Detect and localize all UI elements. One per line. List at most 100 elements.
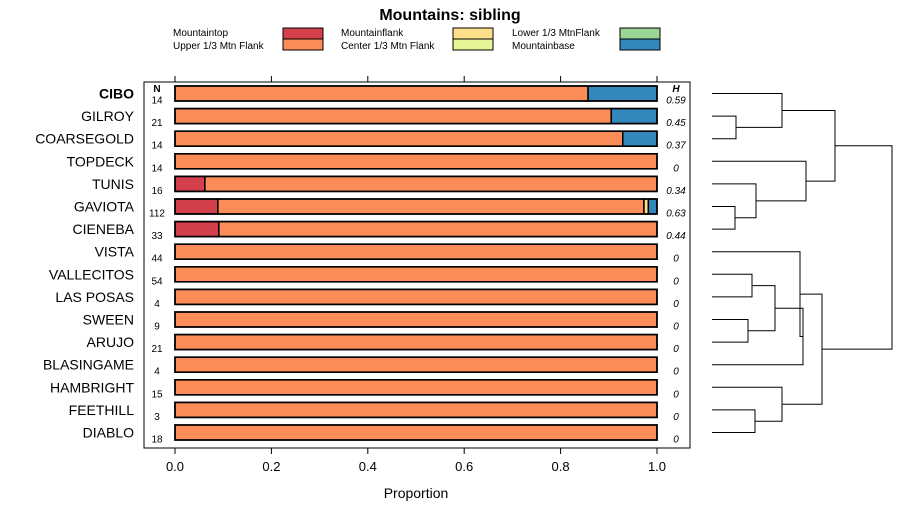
n-value-vallecitos: 54: [151, 276, 163, 287]
legend-label-upper-1-3-mtn-flank: Upper 1/3 Mtn Flank: [173, 41, 265, 52]
h-value-vista: 0: [673, 254, 679, 265]
bar-outline-blasingame: [174, 356, 658, 374]
bar-outline-coarsegold: [174, 130, 658, 147]
row-label-arujo: ARUJO: [87, 334, 135, 350]
n-value-feethill: 3: [154, 412, 160, 423]
h-value-gaviota: 0.63: [666, 209, 686, 220]
row-label-gilroy: GILROY: [81, 108, 135, 124]
bar-outline-las-posas: [174, 288, 658, 306]
row-label-cibo: CIBO: [99, 86, 134, 102]
h-value-sween: 0: [673, 322, 679, 333]
h-value-blasingame: 0: [673, 367, 679, 378]
row-label-gaviota: GAVIOTA: [74, 199, 135, 215]
n-value-diablo: 18: [151, 435, 163, 446]
row-label-las-posas: LAS POSAS: [55, 289, 134, 305]
x-tick-label-5: 1.0: [648, 459, 666, 474]
dendrogram-link-cibo-gc: [712, 93, 783, 128]
bar-outline-cieneba: [174, 220, 658, 238]
n-value-coarsegold: 14: [151, 141, 163, 152]
bar-gaviota-mountaintop: [174, 198, 219, 215]
n-value-blasingame: 4: [154, 367, 160, 378]
legend-label-mountainflank: Mountainflank: [341, 28, 404, 39]
h-value-gilroy: 0.45: [666, 118, 686, 129]
dendrogram-link-vista-vb: [712, 251, 803, 337]
h-value-diablo: 0: [673, 435, 679, 446]
bar-las-posas-upper-1-3-mtn-flank: [174, 288, 658, 306]
dendrogram-link-root: [822, 145, 893, 350]
bar-outline-vista: [174, 243, 658, 260]
row-label-sween: SWEEN: [83, 312, 134, 328]
h-value-vallecitos: 0: [673, 276, 679, 287]
bar-gaviota-upper-1-3-mtn-flank: [217, 198, 645, 215]
n-value-cibo: 14: [151, 96, 163, 107]
bar-cieneba-mountaintop: [174, 220, 220, 238]
x-axis: 0.0 0.2 0.4 0.6 0.8 1.0: [166, 76, 666, 474]
h-value-cieneba: 0.44: [666, 231, 686, 242]
n-value-hambright: 15: [151, 389, 163, 400]
dendrogram-link-vlsa-blasingame: [712, 307, 804, 366]
row-label-diablo: DIABLO: [83, 425, 134, 441]
n-value-vista: 44: [151, 254, 163, 265]
dendrogram-link-gilroy-coarsegold: [712, 115, 737, 140]
bar-outline-arujo: [174, 333, 658, 351]
bar-feethill-upper-1-3-mtn-flank: [174, 401, 658, 419]
bar-hambright-upper-1-3-mtn-flank: [174, 379, 658, 396]
x-tick-label-0: 0.0: [166, 459, 184, 474]
h-value-hambright: 0: [673, 389, 679, 400]
row-label-coarsegold: COARSEGOLD: [35, 131, 134, 147]
h-header: H: [672, 84, 680, 95]
n-value-topdeck: 14: [151, 163, 163, 174]
bar-vallecitos-upper-1-3-mtn-flank: [174, 266, 658, 283]
dendrogram: [712, 93, 893, 433]
legend-swatch-center-1-3-mtn-flank: [452, 38, 494, 51]
dendrogram-link-feethill-diablo: [712, 409, 756, 433]
legend-label-center-1-3-mtn-flank: Center 1/3 Mtn Flank: [341, 41, 435, 52]
bar-outline-sween: [174, 311, 658, 328]
bar-outline-cibo: [174, 85, 658, 102]
bar-tunis-upper-1-3-mtn-flank: [204, 175, 658, 193]
h-value-las-posas: 0: [673, 299, 679, 310]
legend-label-mountaintop: Mountaintop: [173, 28, 228, 39]
n-value-sween: 9: [154, 322, 160, 333]
bar-outline-hambright: [174, 378, 658, 396]
bar-cibo-mountainbase: [587, 85, 658, 102]
bar-arujo-upper-1-3-mtn-flank: [174, 333, 658, 351]
legend-label-lower-1-3-mtnflank: Lower 1/3 MtnFlank: [512, 28, 601, 39]
row-label-topdeck: TOPDECK: [67, 153, 135, 169]
dendrogram-link-topdeck-tgc: [712, 160, 807, 202]
plot-frame: [143, 81, 691, 449]
n-value-cieneba: 33: [151, 231, 163, 242]
legend-swatch-mountainbase: [619, 38, 661, 51]
bar-outline-feethill: [174, 401, 658, 419]
bars: [174, 85, 658, 441]
x-axis-label: Proportion: [384, 485, 449, 501]
bar-outline-vallecitos: [174, 265, 658, 283]
bar-blasingame-upper-1-3-mtn-flank: [174, 356, 658, 373]
h-value-tunis: 0.34: [666, 186, 686, 197]
bar-cibo-upper-1-3-mtn-flank: [174, 85, 589, 102]
bar-gilroy-upper-1-3-mtn-flank: [174, 107, 612, 125]
x-tick-label-3: 0.6: [455, 459, 473, 474]
row-label-vallecitos: VALLECITOS: [49, 266, 134, 282]
h-value-arujo: 0: [673, 344, 679, 355]
h-value-coarsegold: 0.37: [666, 141, 686, 152]
legend-swatch-mountainflank: [452, 27, 494, 40]
row-label-tunis: TUNIS: [92, 176, 134, 192]
legend-label-mountainbase: Mountainbase: [512, 41, 575, 52]
x-tick-label-2: 0.4: [359, 459, 377, 474]
chart-title: Mountains: sibling: [379, 7, 520, 24]
n-value-tunis: 16: [151, 186, 163, 197]
row-label-cieneba: CIENEBA: [73, 221, 135, 237]
dendrogram-link-vallecitos-lasposas: [712, 273, 753, 298]
n-value-arujo: 21: [151, 344, 163, 355]
row-label-blasingame: BLASINGAME: [43, 357, 134, 373]
row-label-vista: VISTA: [95, 244, 135, 260]
legend: Mountaintop Upper 1/3 Mtn Flank Mountainfl…: [173, 27, 661, 52]
bar-topdeck-upper-1-3-mtn-flank: [174, 153, 658, 170]
dendrogram-link-sween-arujo: [712, 319, 749, 343]
h-value-feethill: 0: [673, 412, 679, 423]
h-value-cibo: 0.59: [666, 96, 686, 107]
bar-sween-upper-1-3-mtn-flank: [174, 311, 658, 328]
x-tick-label-1: 0.2: [262, 459, 280, 474]
bar-cieneba-upper-1-3-mtn-flank: [218, 220, 658, 238]
